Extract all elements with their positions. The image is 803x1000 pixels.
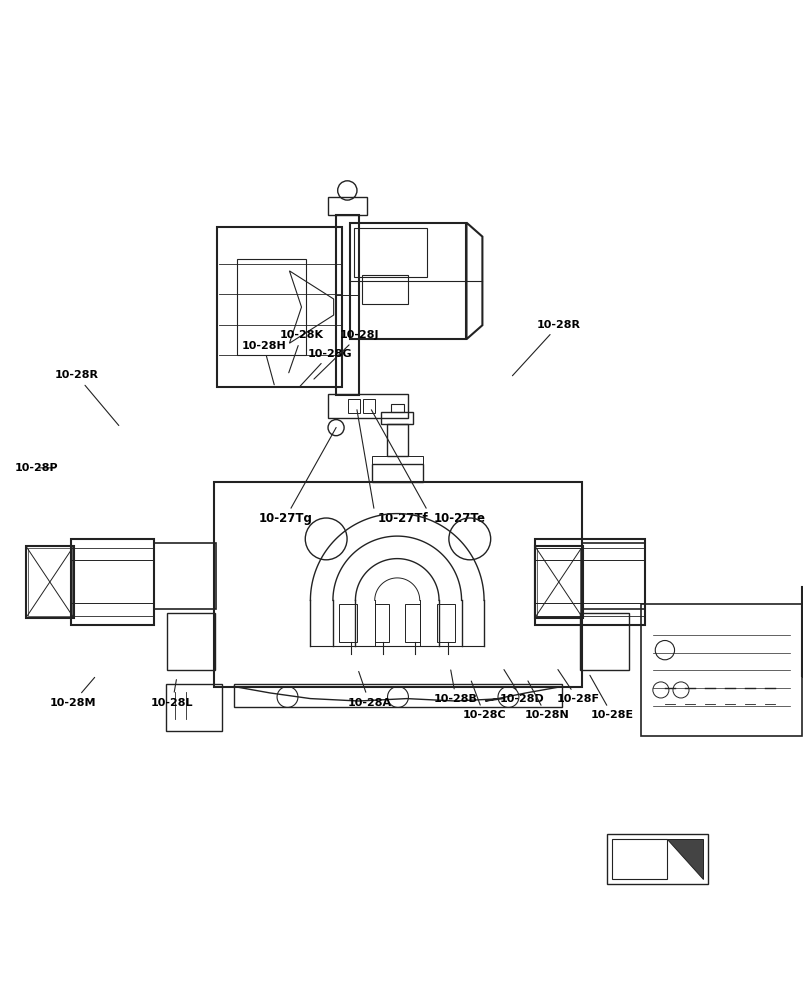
Bar	[405, 604, 419, 642]
Bar	[381, 412, 413, 424]
Bar	[371, 456, 422, 464]
Bar	[349, 223, 466, 339]
Bar	[353, 228, 426, 277]
Polygon shape	[666, 839, 702, 879]
Text: 10-28D: 10-28D	[499, 670, 544, 704]
Bar	[234, 684, 561, 707]
Bar	[237, 259, 305, 355]
Text: 10-28J: 10-28J	[313, 330, 378, 379]
Text: 10-28G: 10-28G	[299, 349, 353, 387]
Bar	[606, 834, 707, 884]
Text: 10-28B: 10-28B	[434, 670, 478, 704]
Text: 10-28P: 10-28P	[14, 463, 58, 473]
Text: 10-28R: 10-28R	[55, 370, 119, 426]
Text: 10-28M: 10-28M	[50, 677, 96, 708]
Bar	[28, 548, 71, 616]
Bar	[214, 482, 581, 687]
Text: 10-27Te: 10-27Te	[434, 512, 486, 525]
Bar	[328, 197, 366, 215]
Bar	[536, 548, 580, 616]
Text: 10-28A: 10-28A	[347, 671, 391, 708]
Bar	[390, 404, 403, 412]
Bar	[371, 464, 422, 482]
Text: 10-27Tf: 10-27Tf	[377, 512, 428, 525]
Bar	[611, 839, 666, 879]
Text: 10-28R: 10-28R	[512, 320, 581, 376]
Bar	[153, 543, 216, 609]
Text: 10-28L: 10-28L	[151, 680, 194, 708]
Bar	[374, 604, 389, 642]
Text: 10-28F: 10-28F	[556, 670, 598, 704]
Bar	[217, 227, 341, 387]
Bar	[534, 546, 582, 618]
Bar	[640, 604, 801, 736]
Text: 10-28H: 10-28H	[241, 341, 286, 385]
Text: 10-28C: 10-28C	[462, 681, 505, 720]
Bar	[328, 394, 408, 418]
Bar	[580, 613, 628, 670]
Text: 10-28E: 10-28E	[589, 675, 634, 720]
Text: 10-28N: 10-28N	[524, 681, 569, 720]
Bar	[361, 275, 408, 304]
Bar	[437, 604, 454, 642]
Bar	[348, 399, 360, 413]
Bar	[581, 543, 644, 609]
Bar	[801, 587, 803, 677]
Bar	[26, 546, 74, 618]
Text: 10-27Tg: 10-27Tg	[259, 512, 312, 525]
Text: 10-28K: 10-28K	[279, 330, 324, 373]
Bar	[71, 539, 153, 625]
Bar	[336, 215, 358, 395]
Bar	[363, 399, 375, 413]
Bar	[339, 604, 357, 642]
Bar	[534, 539, 644, 625]
Bar	[165, 684, 222, 731]
Bar	[386, 424, 407, 456]
Bar	[167, 613, 215, 670]
